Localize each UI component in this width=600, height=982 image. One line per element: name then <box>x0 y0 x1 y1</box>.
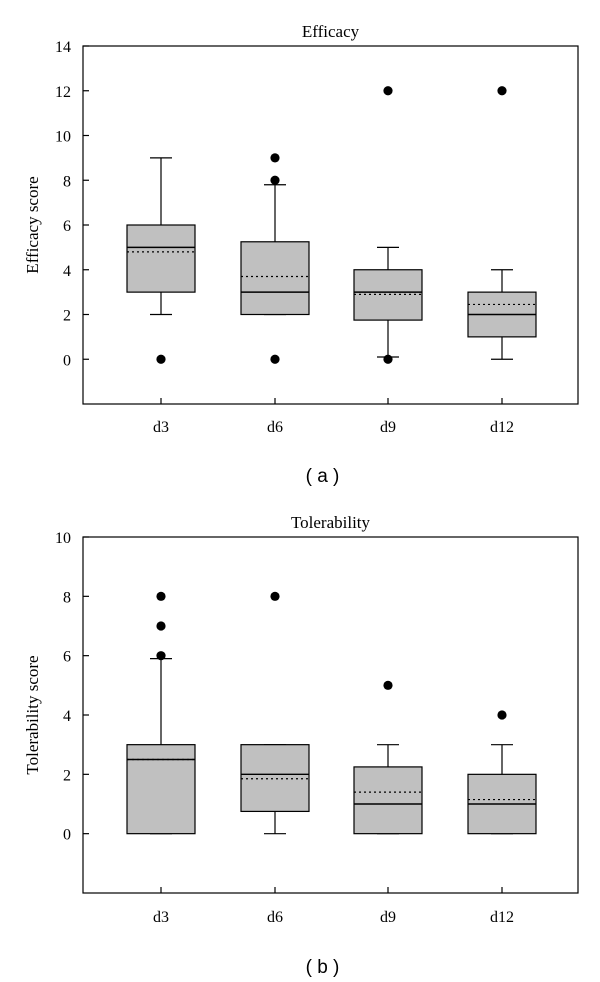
y-axis-label: Efficacy score <box>23 176 42 273</box>
x-tick-label: d6 <box>267 419 283 436</box>
x-tick-label: d12 <box>490 419 514 436</box>
box-d6 <box>240 153 310 364</box>
y-tick-label: 8 <box>63 589 71 606</box>
y-tick-label: 12 <box>55 84 71 101</box>
efficacy-chart: Efficacy Efficacy score 0 2 4 6 8 10 12 14 d3 d6 d9 d… <box>23 22 579 487</box>
x-tick-label: d6 <box>267 909 283 926</box>
x-tick-label: d3 <box>153 419 169 436</box>
outlier-point <box>270 591 280 601</box>
box-body <box>353 766 423 835</box>
box-d12 <box>467 710 537 835</box>
box-d3 <box>126 157 196 364</box>
outlier-point <box>156 354 166 364</box>
outlier-point <box>497 710 507 720</box>
tolerability-chart: Tolerability Tolerability score 0 2 4 6 8 10 d3 d… <box>23 513 579 978</box>
y-tick-label: 6 <box>63 218 71 235</box>
chart-title: Tolerability <box>291 513 371 532</box>
y-tick-label: 4 <box>63 708 71 725</box>
outlier-point <box>270 354 280 364</box>
y-axis-label: Tolerability score <box>23 655 42 774</box>
outlier-point <box>497 86 507 96</box>
y-tick-label: 0 <box>63 352 71 369</box>
x-tick-label: d12 <box>490 909 514 926</box>
y-tick-label: 8 <box>63 173 71 190</box>
outlier-point <box>383 354 393 364</box>
y-tick-label: 0 <box>63 827 71 844</box>
box-d9 <box>353 680 423 835</box>
box-d6 <box>240 591 310 835</box>
y-tick-label: 14 <box>55 39 71 56</box>
y-tick-label: 10 <box>55 530 71 547</box>
y-tick-label: 2 <box>63 767 71 784</box>
x-tick-label: d3 <box>153 909 169 926</box>
outlier-point <box>270 153 280 163</box>
box-body <box>126 744 196 835</box>
box-d12 <box>467 86 537 360</box>
y-tick-label: 2 <box>63 308 71 325</box>
y-tick-label: 4 <box>63 263 71 280</box>
figure-caption: ( a ) <box>306 466 340 487</box>
outlier-point <box>270 175 280 185</box>
box-body <box>126 224 196 293</box>
x-tick-label: d9 <box>380 909 396 926</box>
x-tick-label: d9 <box>380 419 396 436</box>
y-tick-label: 10 <box>55 129 71 146</box>
box-body <box>240 744 310 813</box>
chart-title: Efficacy <box>302 22 360 41</box>
box-body <box>240 241 310 316</box>
outlier-point <box>156 651 166 661</box>
box-d3 <box>126 591 196 835</box>
outlier-point <box>156 621 166 631</box>
outlier-point <box>156 591 166 601</box>
box-d9 <box>353 86 423 364</box>
figure-caption: ( b ) <box>306 957 340 978</box>
y-tick-label: 6 <box>63 649 71 666</box>
outlier-point <box>383 86 393 96</box>
outlier-point <box>383 680 393 690</box>
